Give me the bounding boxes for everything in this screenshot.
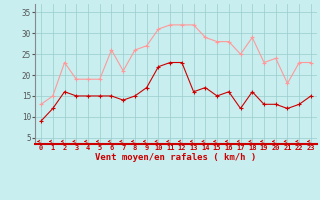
X-axis label: Vent moyen/en rafales ( km/h ): Vent moyen/en rafales ( km/h ) <box>95 153 257 162</box>
